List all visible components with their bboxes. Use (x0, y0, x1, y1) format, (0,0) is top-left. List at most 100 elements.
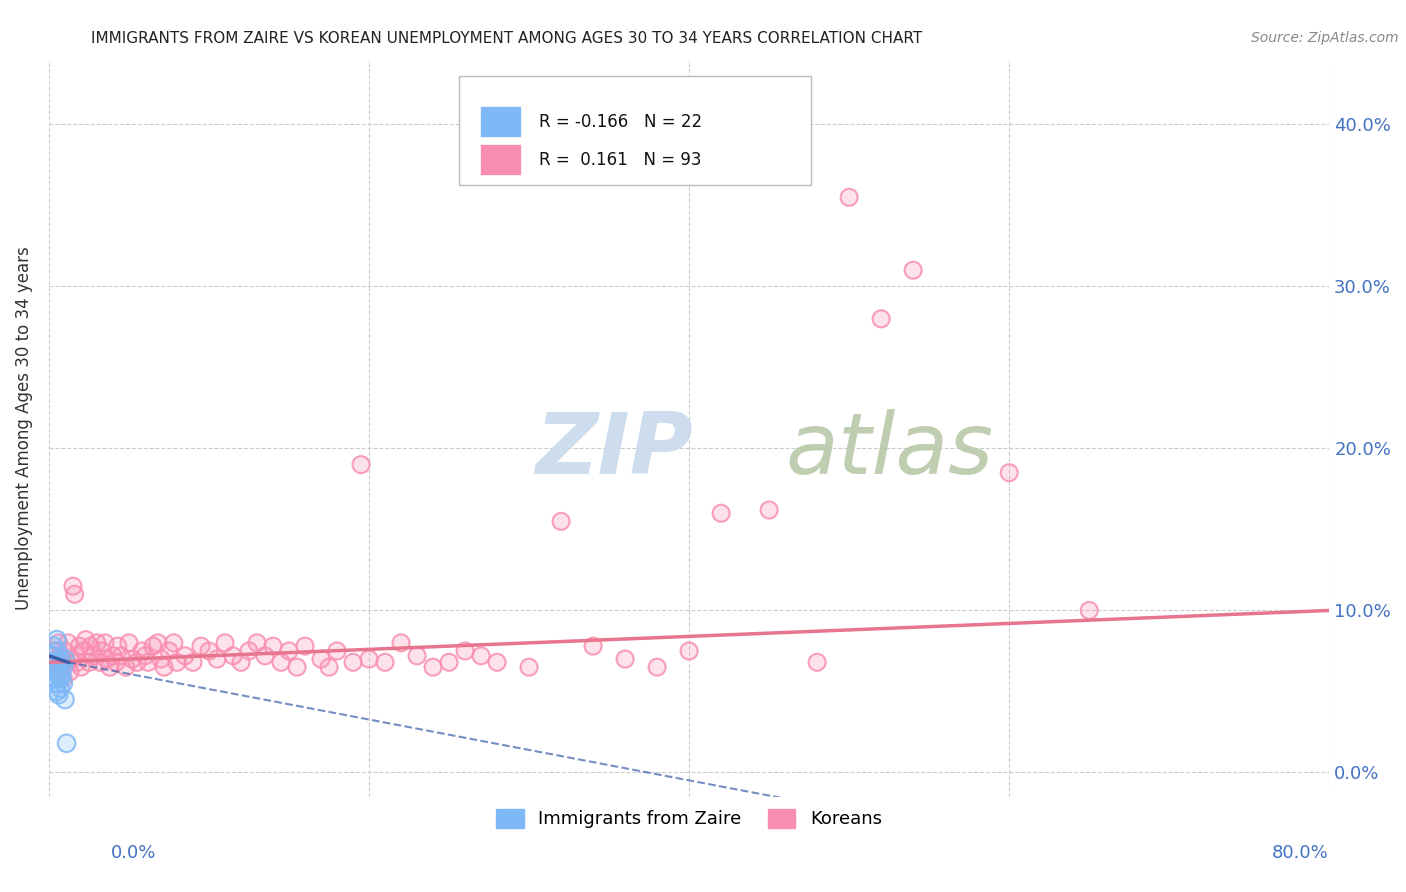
Point (86, 636, 108, 650)
Point (52, 672, 75, 686)
Point (96, 652, 118, 666)
Point (222, 648, 245, 663)
Point (214, 636, 236, 650)
Point (454, 644, 477, 658)
Point (142, 639, 165, 653)
Point (89, 655, 111, 669)
Point (46, 652, 69, 666)
Point (645, 660, 668, 674)
Point (125, 655, 148, 669)
Point (48, 636, 70, 650)
Point (374, 655, 396, 669)
Point (89, 655, 111, 669)
Point (46, 632, 69, 647)
Point (198, 644, 221, 658)
Point (51, 648, 73, 663)
Point (98, 660, 121, 674)
Point (105, 655, 128, 669)
Point (131, 644, 153, 658)
Point (49, 681, 72, 696)
Point (46, 684, 69, 698)
Point (48, 660, 70, 674)
Point (550, 514, 572, 528)
Point (49, 652, 72, 666)
Point (98, 660, 121, 674)
Point (136, 655, 159, 669)
Point (262, 639, 284, 653)
Point (62, 579, 84, 593)
Point (357, 652, 380, 666)
Point (67, 639, 90, 653)
Point (1078, 603, 1101, 617)
Point (46, 676, 69, 690)
Point (44, 672, 66, 686)
Point (238, 644, 260, 658)
Point (406, 648, 429, 663)
Point (645, 660, 668, 674)
Point (582, 639, 605, 653)
Point (582, 639, 605, 653)
Point (350, 458, 373, 472)
Point (44, 665, 66, 679)
Point (198, 644, 221, 658)
Point (49, 660, 72, 674)
Point (55, 736, 77, 750)
Point (42, 644, 65, 658)
Point (205, 652, 228, 666)
Point (101, 648, 124, 663)
Point (90, 644, 112, 658)
Point (437, 655, 460, 669)
Point (44, 655, 66, 669)
Point (357, 652, 380, 666)
Point (44, 665, 66, 679)
Point (59, 665, 82, 679)
Point (222, 648, 245, 663)
Point (870, 311, 893, 326)
Point (118, 636, 141, 650)
Point (77, 655, 100, 669)
Point (806, 655, 828, 669)
Text: 0.0%: 0.0% (111, 844, 156, 862)
Point (486, 655, 509, 669)
Text: atlas: atlas (785, 409, 993, 491)
Point (41, 655, 63, 669)
Point (110, 648, 132, 663)
Point (134, 648, 156, 663)
Point (49, 681, 72, 696)
Point (53, 652, 76, 666)
Point (710, 506, 733, 520)
Point (229, 655, 252, 669)
Point (75, 632, 97, 647)
Point (142, 639, 165, 653)
Point (153, 660, 176, 674)
Point (318, 660, 340, 674)
Point (309, 652, 332, 666)
Point (150, 652, 173, 666)
Text: ZIP: ZIP (536, 409, 693, 491)
Point (77, 655, 100, 669)
Point (121, 652, 143, 666)
Point (389, 636, 412, 650)
Point (125, 655, 148, 669)
Point (318, 660, 340, 674)
Point (83, 648, 105, 663)
Text: R = -0.166   N = 22: R = -0.166 N = 22 (540, 112, 703, 130)
Point (157, 644, 180, 658)
Point (550, 514, 572, 528)
Point (134, 648, 156, 663)
Point (157, 644, 180, 658)
Point (153, 660, 176, 674)
Point (517, 660, 540, 674)
Point (174, 648, 197, 663)
Point (309, 652, 332, 666)
Point (114, 660, 136, 674)
Point (75, 632, 97, 647)
Point (406, 648, 429, 663)
Point (86, 636, 108, 650)
Point (110, 648, 132, 663)
Point (46, 684, 69, 698)
Text: IMMIGRANTS FROM ZAIRE VS KOREAN UNEMPLOYMENT AMONG AGES 30 TO 34 YEARS CORRELATI: IMMIGRANTS FROM ZAIRE VS KOREAN UNEMPLOY… (91, 31, 922, 46)
Point (73, 644, 96, 658)
Point (253, 648, 276, 663)
Point (901, 263, 924, 277)
